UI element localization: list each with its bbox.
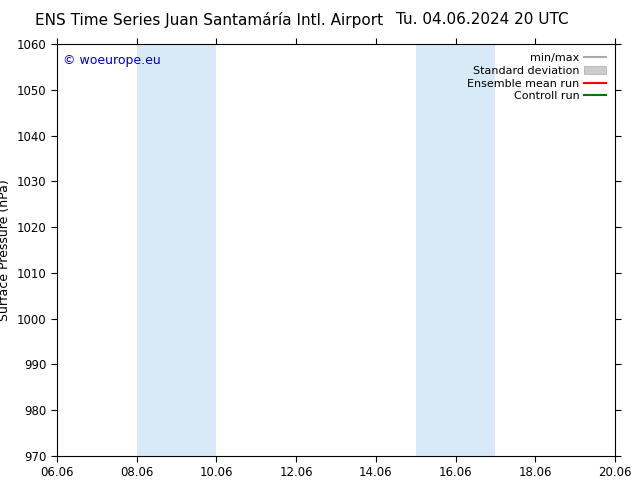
Text: ENS Time Series Juan Santamáría Intl. Airport: ENS Time Series Juan Santamáría Intl. Ai… (35, 12, 384, 28)
Legend: min/max, Standard deviation, Ensemble mean run, Controll run: min/max, Standard deviation, Ensemble me… (464, 49, 609, 105)
Bar (137, 44, 216, 456)
Text: © woeurope.eu: © woeurope.eu (63, 54, 160, 68)
Y-axis label: Surface Pressure (hPa): Surface Pressure (hPa) (0, 179, 11, 321)
Bar (416, 44, 495, 456)
Text: Tu. 04.06.2024 20 UTC: Tu. 04.06.2024 20 UTC (396, 12, 568, 27)
